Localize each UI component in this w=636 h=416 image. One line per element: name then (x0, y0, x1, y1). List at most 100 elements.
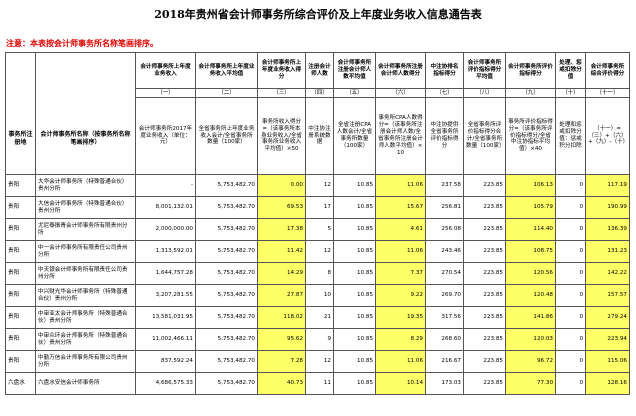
table-cell: 5,753,482.70 (195, 306, 258, 329)
table-cell: 77.30 (505, 372, 556, 395)
table-cell: 贵阳 (5, 174, 36, 197)
column-description: 中注协提供全省事务所评价指标得分 (425, 97, 464, 175)
table-cell: 10.85 (333, 328, 376, 351)
table-cell: 270.54 (425, 262, 464, 285)
table-cell: 223.85 (463, 284, 506, 307)
table-cell: 10 (305, 284, 334, 307)
table-cell: 贵阳 (5, 350, 36, 373)
table-cell: 0 (555, 350, 586, 373)
column-description: 处理和惩戒扣除分值：惩戒积分扣除 (555, 97, 586, 175)
table-cell: 268.60 (425, 328, 464, 351)
table-cell: 243.46 (425, 240, 464, 263)
table-cell: 5 (305, 218, 334, 241)
table-cell: 141.86 (505, 306, 556, 329)
table-cell: 157.57 (585, 284, 630, 307)
table-row: 贵阳 中兴财光华会计师事务所（特殊普通合伙）贵州分所 3,207,281.55 5,7… (5, 284, 630, 307)
column-number: （八） (463, 88, 506, 98)
table-cell: 114.40 (505, 218, 556, 241)
table-cell: 8 (305, 262, 334, 285)
table-cell: 118.02 (257, 306, 306, 329)
column-heading: 注册会计师人数 (305, 52, 334, 89)
table-cell: 216.67 (425, 350, 464, 373)
table-cell: 223.85 (463, 174, 506, 197)
table-cell: - (135, 174, 196, 197)
table-cell: 11,002,466.11 (135, 328, 196, 351)
table-cell: 10.14 (375, 372, 426, 395)
table-cell: 5,753,482.70 (195, 218, 258, 241)
table-cell: 223.85 (463, 372, 506, 395)
table-cell: 大华会计师事务所（特殊普通合伙）贵州分所 (35, 174, 136, 197)
table-cell: 131.23 (585, 240, 630, 263)
table-cell: 六盘水安信会计师事务所 (35, 372, 136, 395)
header-cell: 会计师事务所名称（按事务所名称笔画排序） (35, 52, 136, 175)
table-cell: 贵阳 (5, 306, 36, 329)
table-cell: 中天银会计师事务所有限责任公司贵州分所 (35, 262, 136, 285)
table: 事务所注册地 会计师事务所名称（按事务所名称笔画排序） 会计师事务所上年度业务收入会… (5, 52, 630, 395)
table-cell: 10.85 (333, 306, 376, 329)
table-cell: 108.75 (505, 240, 556, 263)
table-cell: 40.73 (257, 372, 306, 395)
table-cell: 11.42 (257, 240, 306, 263)
column-number: （三） (257, 88, 306, 98)
table-cell: 0 (555, 306, 586, 329)
header-row: （一） （二） （三） （四） （五） （六） （七） （八） （九） （十） （十一） (6, 88, 630, 98)
table-cell: 贵阳 (5, 284, 36, 307)
table-cell: 11.06 (375, 350, 426, 373)
table-cell: 223.85 (463, 328, 506, 351)
column-number: （四） (305, 88, 334, 98)
table-cell: 10.85 (333, 350, 376, 373)
table-cell: 11.06 (375, 174, 426, 197)
table-cell: 贵阳 (5, 196, 36, 219)
table-cell: 9.22 (375, 284, 426, 307)
table-cell: 223.85 (463, 350, 506, 373)
table-cell: 96.72 (505, 350, 556, 373)
table-cell: 9 (305, 328, 334, 351)
table-cell: 5,753,482.70 (195, 240, 258, 263)
table-cell: 8,001,132.01 (135, 196, 196, 219)
column-description: 事务所评价指标得分=（该事务所评价指标得分/全省中注协指标平均值）×40 (505, 97, 556, 175)
column-description: 事务所收入得分=（该事务所本身业务收入/全省事务所业务收入平均值）×50 (257, 97, 306, 175)
table-cell: 5,753,482.70 (195, 174, 258, 197)
table-cell: 14.29 (257, 262, 306, 285)
table-cell: 120.48 (505, 284, 556, 307)
table-cell: 317.56 (425, 306, 464, 329)
column-number: （一） (135, 88, 196, 98)
table-cell: 256.08 (425, 218, 464, 241)
column-heading: 会计师事务所综合评价得分 (585, 52, 630, 89)
table-cell: 21 (305, 306, 334, 329)
table-cell: 11 (305, 372, 334, 395)
table-cell: 15.67 (375, 196, 426, 219)
table-row: 贵阳 中天银会计师事务所有限责任公司贵州分所 1,644,757.28 5,753,4… (5, 262, 630, 285)
table-cell: 2,000,000.00 (135, 218, 196, 241)
table-cell: 贵阳 (5, 328, 36, 351)
table-row: 贵阳 中审亚太会计师事务所（特殊普通合伙）贵州分所 13,581,031.95 5,7… (5, 306, 630, 329)
table-cell: 12 (305, 240, 334, 263)
table-cell: 3,207,281.55 (135, 284, 196, 307)
column-heading: 会计师事务所上年度业务收入平均值 (195, 52, 258, 89)
table-cell: 7.28 (257, 350, 306, 373)
table-cell: 中审众环会计师事务所（特殊普通合伙）贵州分所 (35, 328, 136, 351)
column-heading: 会计师事务所注册会计师人数平均值 (333, 52, 376, 89)
column-number: （十一） (585, 88, 630, 98)
table-cell: 中兴财光华会计师事务所（特殊普通合伙）贵州分所 (35, 284, 136, 307)
table-cell: 142.22 (585, 262, 630, 285)
table-cell: 0 (555, 218, 586, 241)
table-cell: 贵阳 (5, 218, 36, 241)
column-description: 会计师事务所2017年度业务收入（单位：元） (135, 97, 196, 175)
table-cell: 4,686,575.33 (135, 372, 196, 395)
column-number: （五） (333, 88, 376, 98)
table-cell: 1,644,757.28 (135, 262, 196, 285)
column-heading: 会计师事务所评价指标得分 (505, 52, 556, 89)
column-number: （二） (195, 88, 258, 98)
table-cell: 120.56 (505, 262, 556, 285)
table-cell: 223.85 (463, 240, 506, 263)
table-cell: 237.58 (425, 174, 464, 197)
table-cell: 120.03 (505, 328, 556, 351)
table-cell: 223.85 (463, 218, 506, 241)
table-row: 贵阳 尤尼泰振青会计师事务所有限贵州分所 2,000,000.00 5,753,482… (5, 218, 630, 241)
title: 2018年贵州省会计师事务所综合评价及上年度业务收入信息通告表 (154, 8, 482, 21)
table-cell: 223.85 (463, 196, 506, 219)
note: 注意：本表按会计师事务所名称笔画排序。 (6, 39, 158, 48)
table-cell: 大信会计师事务所（特殊普通合伙）贵州分所 (35, 196, 136, 219)
